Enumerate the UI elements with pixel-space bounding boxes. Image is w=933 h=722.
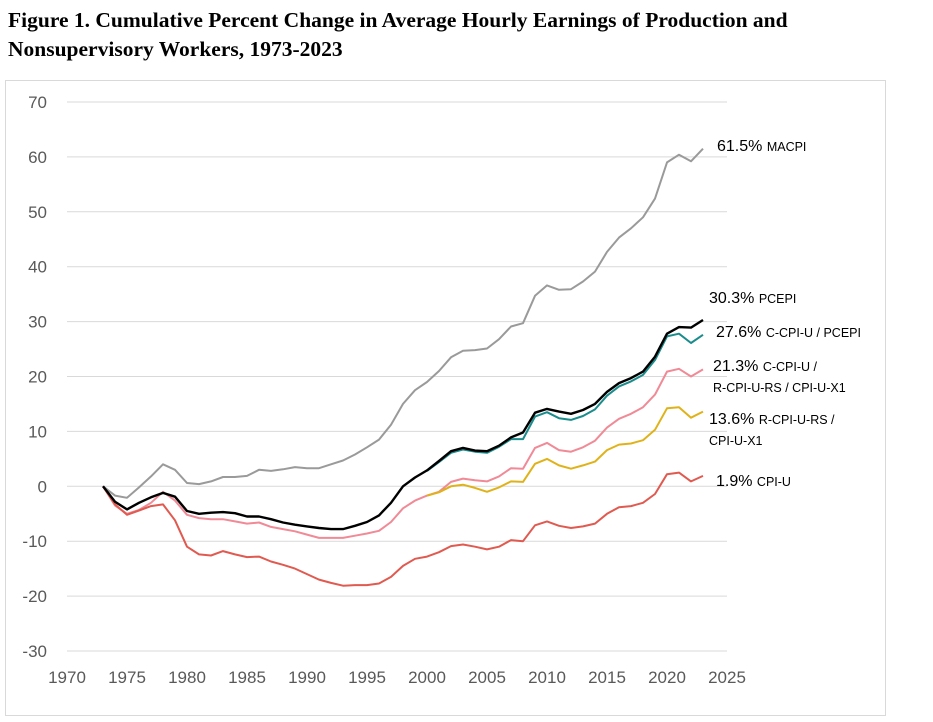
y-tick-label: 30 bbox=[28, 313, 47, 332]
gridlines bbox=[67, 101, 727, 652]
x-tick-label: 1970 bbox=[48, 668, 86, 687]
y-tick-label: 70 bbox=[28, 93, 47, 112]
end-label-value: 61.5% bbox=[717, 138, 767, 155]
y-tick-label: -10 bbox=[22, 532, 47, 551]
end-label-series-name: CPI-U bbox=[757, 475, 791, 489]
figure-title-line2: Nonsupervisory Workers, 1973-2023 bbox=[8, 37, 343, 61]
end-label-series-name: PCEPI bbox=[759, 292, 797, 306]
end-label-value: 21.3% bbox=[713, 358, 763, 375]
end-label-value: 13.6% bbox=[709, 411, 759, 428]
cpi-u-end-label: 1.9% CPI-U bbox=[716, 473, 791, 490]
y-tick-label: 20 bbox=[28, 368, 47, 387]
r-cpi-u-rs-end-label: 13.6% R-CPI-U-RS / bbox=[709, 411, 835, 428]
end-label-series-name: C-CPI-U / PCEPI bbox=[766, 326, 861, 340]
end-label-series-name: C-CPI-U / bbox=[763, 360, 818, 374]
y-tick-label: 60 bbox=[28, 148, 47, 167]
end-label-series-name: CPI-U-X1 bbox=[709, 434, 763, 448]
x-tick-label: 2015 bbox=[588, 668, 626, 687]
end-label-series-name: R-CPI-U-RS / CPI-U-X1 bbox=[713, 381, 846, 395]
y-tick-label: 40 bbox=[28, 258, 47, 277]
y-tick-label: -20 bbox=[22, 587, 47, 606]
c-cpi-u-pcepi-end-label: 27.6% C-CPI-U / PCEPI bbox=[716, 324, 861, 341]
y-tick-label: -30 bbox=[22, 642, 47, 661]
y-tick-label: 50 bbox=[28, 203, 47, 222]
pcepi-line bbox=[102, 318, 704, 531]
figure-title-line1: Figure 1. Cumulative Percent Change in A… bbox=[8, 8, 788, 32]
x-tick-label: 1980 bbox=[168, 668, 206, 687]
x-tick-label: 1990 bbox=[288, 668, 326, 687]
c-cpi-u-r-cpi-u-rs-line bbox=[102, 367, 704, 539]
end-labels: 61.5% MACPI 30.3% PCEPI 27.6% C-CPI-U / PC… bbox=[709, 138, 861, 490]
macpi-end-label: 61.5% MACPI bbox=[717, 138, 806, 155]
figure-title: Figure 1. Cumulative Percent Change in A… bbox=[8, 6, 928, 64]
series-lines bbox=[102, 148, 704, 587]
c-cpi-u-r-cpi-u-rs-end-label-line2: R-CPI-U-RS / CPI-U-X1 bbox=[713, 381, 846, 395]
x-tick-label: 2010 bbox=[528, 668, 566, 687]
x-tick-label: 1985 bbox=[228, 668, 266, 687]
x-tick-label: 1975 bbox=[108, 668, 146, 687]
end-label-series-name: R-CPI-U-RS / bbox=[759, 413, 835, 427]
y-tick-label: 10 bbox=[28, 422, 47, 441]
r-cpi-u-rs-end-label-line2: CPI-U-X1 bbox=[709, 434, 763, 448]
x-tick-label: 2025 bbox=[708, 668, 746, 687]
chart-panel bbox=[5, 80, 886, 716]
x-tick-label: 1995 bbox=[348, 668, 386, 687]
c-cpi-u-r-cpi-u-rs-end-label: 21.3% C-CPI-U / bbox=[713, 358, 818, 375]
axes: -30 -20 -10 0 10 20 30 40 50 60 70 1970 1975 1980 1985… bbox=[22, 93, 745, 687]
x-tick-label: 2000 bbox=[408, 668, 446, 687]
x-tick-label: 2020 bbox=[648, 668, 686, 687]
y-tick-label: 0 bbox=[38, 477, 47, 496]
cpi-u-line bbox=[102, 471, 704, 587]
end-label-series-name: MACPI bbox=[767, 140, 807, 154]
r-cpi-u-rs-cpi-u-x1-line bbox=[426, 406, 704, 497]
macpi-line bbox=[102, 148, 704, 499]
pcepi-end-label: 30.3% PCEPI bbox=[709, 290, 796, 307]
end-label-value: 1.9% bbox=[716, 473, 757, 490]
x-tick-label: 2005 bbox=[468, 668, 506, 687]
end-label-value: 27.6% bbox=[716, 324, 766, 341]
end-label-value: 30.3% bbox=[709, 290, 759, 307]
